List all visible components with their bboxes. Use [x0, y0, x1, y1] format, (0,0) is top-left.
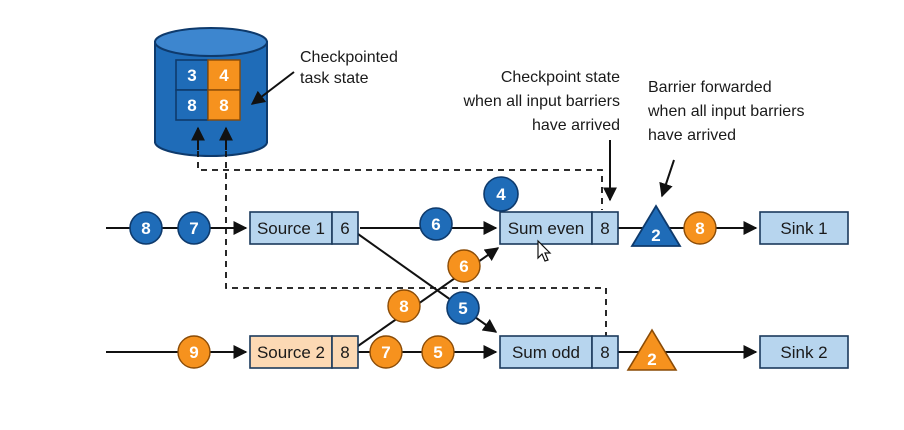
record-in1-a-value: 8 [141, 219, 150, 238]
operator-source1[interactable]: Source 1 6 [249, 211, 359, 245]
operator-source2[interactable]: Source 2 8 [249, 335, 359, 369]
barrier-forwarded-arrow [659, 159, 675, 198]
record-cross-6-value: 6 [459, 257, 468, 276]
caption-barrier-line3: have arrived [648, 127, 736, 144]
sum-even-state: 8 [600, 219, 609, 238]
caption-checkpoint-state: Checkpoint state when all input barriers… [462, 69, 620, 134]
state-cell-4 [207, 89, 241, 121]
sum-even-label: Sum even [508, 219, 585, 238]
source2-label: Source 2 [257, 343, 325, 362]
source1-label: Source 1 [257, 219, 325, 238]
record-in1-b: 7 [177, 211, 211, 245]
caption-checkpoint-line3: have arrived [532, 117, 620, 134]
record-s2-out-a-value: 7 [381, 343, 390, 362]
state-cell-2 [207, 59, 241, 91]
record-s2-out-b-value: 5 [433, 343, 442, 362]
record-s2-out-a: 7 [369, 335, 403, 369]
operator-sum-odd[interactable]: Sum odd 8 [499, 335, 619, 369]
record-s2-out-b: 5 [421, 335, 455, 369]
record-s1-out: 6 [419, 207, 453, 241]
record-in2-value: 9 [189, 343, 198, 362]
state-cell-1-value: 3 [187, 66, 196, 85]
sink1-label: Sink 1 [780, 219, 827, 238]
mouse-cursor-icon [537, 239, 552, 262]
record-cross-5-value: 5 [458, 299, 467, 318]
record-in1-a: 8 [129, 211, 163, 245]
barrier-bottom-value: 2 [647, 350, 656, 369]
record-cross-8: 8 [387, 289, 421, 323]
caption-checkpoint-line2: when all input barriers [462, 93, 620, 110]
record-even-top: 4 [483, 176, 519, 212]
snapshot-path-sum-odd [225, 140, 607, 336]
caption-barrier-forwarded: Barrier forwarded when all input barrier… [647, 79, 805, 144]
state-cell-4-value: 8 [219, 96, 228, 115]
snapshot-path-sum-even [197, 140, 603, 210]
caption-pointer-arrow [250, 71, 295, 105]
sum-odd-label: Sum odd [512, 343, 580, 362]
barrier-top: 2 [630, 204, 682, 247]
state-cell-3 [175, 89, 209, 121]
source1-state: 6 [340, 219, 349, 238]
record-in1-b-value: 7 [189, 219, 198, 238]
record-s1-out-value: 6 [431, 215, 440, 234]
caption-checkpointed-line1: Checkpointed [300, 49, 398, 66]
caption-checkpoint-line1: Checkpoint state [501, 69, 620, 86]
caption-barrier-line2: when all input barriers [647, 103, 805, 120]
record-even-out: 8 [683, 211, 717, 245]
operator-sink2[interactable]: Sink 2 [759, 335, 849, 369]
sum-odd-state: 8 [600, 343, 609, 362]
operator-sum-even[interactable]: Sum even 8 [499, 211, 619, 245]
record-even-top-value: 4 [496, 185, 506, 204]
caption-checkpointed-state: Checkpointed task state [300, 49, 398, 87]
record-even-out-value: 8 [695, 219, 704, 238]
state-cell-3-value: 8 [187, 96, 196, 115]
source2-state: 8 [340, 343, 349, 362]
barrier-bottom: 2 [626, 328, 678, 371]
record-in2: 9 [177, 335, 211, 369]
barrier-top-value: 2 [651, 226, 660, 245]
state-store: 3 4 8 8 [154, 27, 268, 157]
operator-sink1[interactable]: Sink 1 [759, 211, 849, 245]
caption-barrier-line1: Barrier forwarded [648, 79, 772, 96]
sink2-label: Sink 2 [780, 343, 827, 362]
record-cross-5: 5 [446, 291, 480, 325]
caption-checkpointed-line2: task state [300, 70, 369, 87]
state-cell-2-value: 4 [219, 66, 229, 85]
record-cross-6: 6 [447, 249, 481, 283]
record-cross-8-value: 8 [399, 297, 408, 316]
